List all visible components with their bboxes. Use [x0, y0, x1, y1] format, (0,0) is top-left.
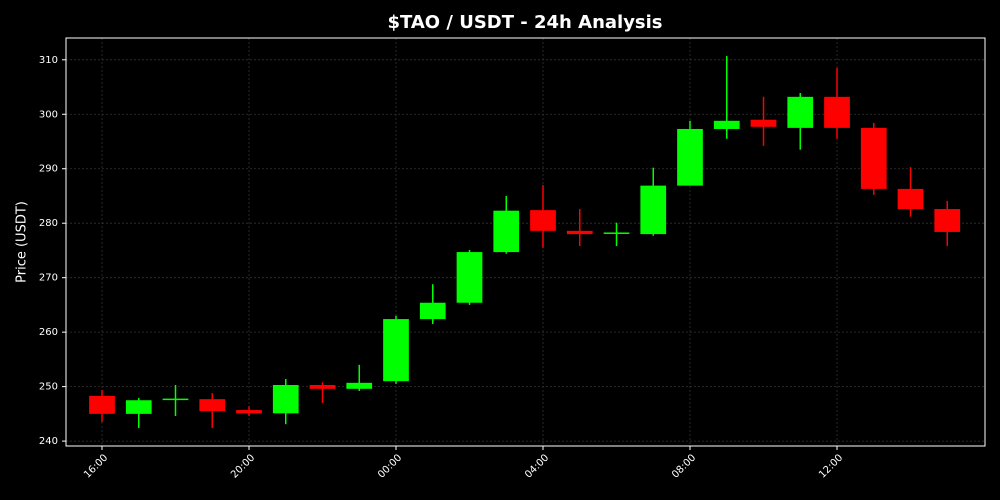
candle-body — [162, 398, 189, 401]
candle-body — [824, 96, 850, 128]
candle-body — [897, 188, 924, 210]
candle-body — [750, 119, 777, 127]
candles — [89, 55, 961, 429]
y-tick-label: 250 — [39, 382, 58, 393]
candle-body — [566, 230, 593, 235]
candle-body — [383, 319, 409, 382]
candle-body — [125, 400, 152, 414]
y-tick-label: 240 — [39, 436, 58, 447]
candle-body — [199, 399, 226, 412]
candle-body — [272, 384, 299, 414]
y-axis-label: Price (USDT) — [15, 201, 30, 283]
candle-body — [236, 410, 262, 414]
chart-title: $TAO / USDT - 24h Analysis — [387, 12, 662, 33]
candle-body — [493, 210, 520, 253]
y-tick-label: 310 — [39, 55, 58, 66]
candle-body — [640, 185, 667, 235]
candle-body — [677, 128, 703, 186]
candle-body — [346, 382, 373, 389]
candle-body — [603, 232, 630, 234]
candle-body — [860, 127, 887, 189]
candle-body — [934, 209, 961, 232]
candle-body — [787, 96, 814, 128]
candle-body — [456, 252, 483, 303]
candle-body — [419, 302, 446, 320]
candle-body — [530, 210, 556, 231]
y-tick-label: 260 — [39, 327, 58, 338]
candle-body — [309, 384, 336, 389]
y-tick-label: 290 — [39, 164, 58, 175]
candle-body — [713, 120, 740, 129]
y-tick-label: 270 — [39, 273, 58, 284]
y-tick-label: 280 — [39, 218, 58, 229]
y-tick-label: 300 — [39, 109, 58, 120]
candle-body — [89, 395, 115, 414]
plot-frame — [65, 37, 986, 447]
